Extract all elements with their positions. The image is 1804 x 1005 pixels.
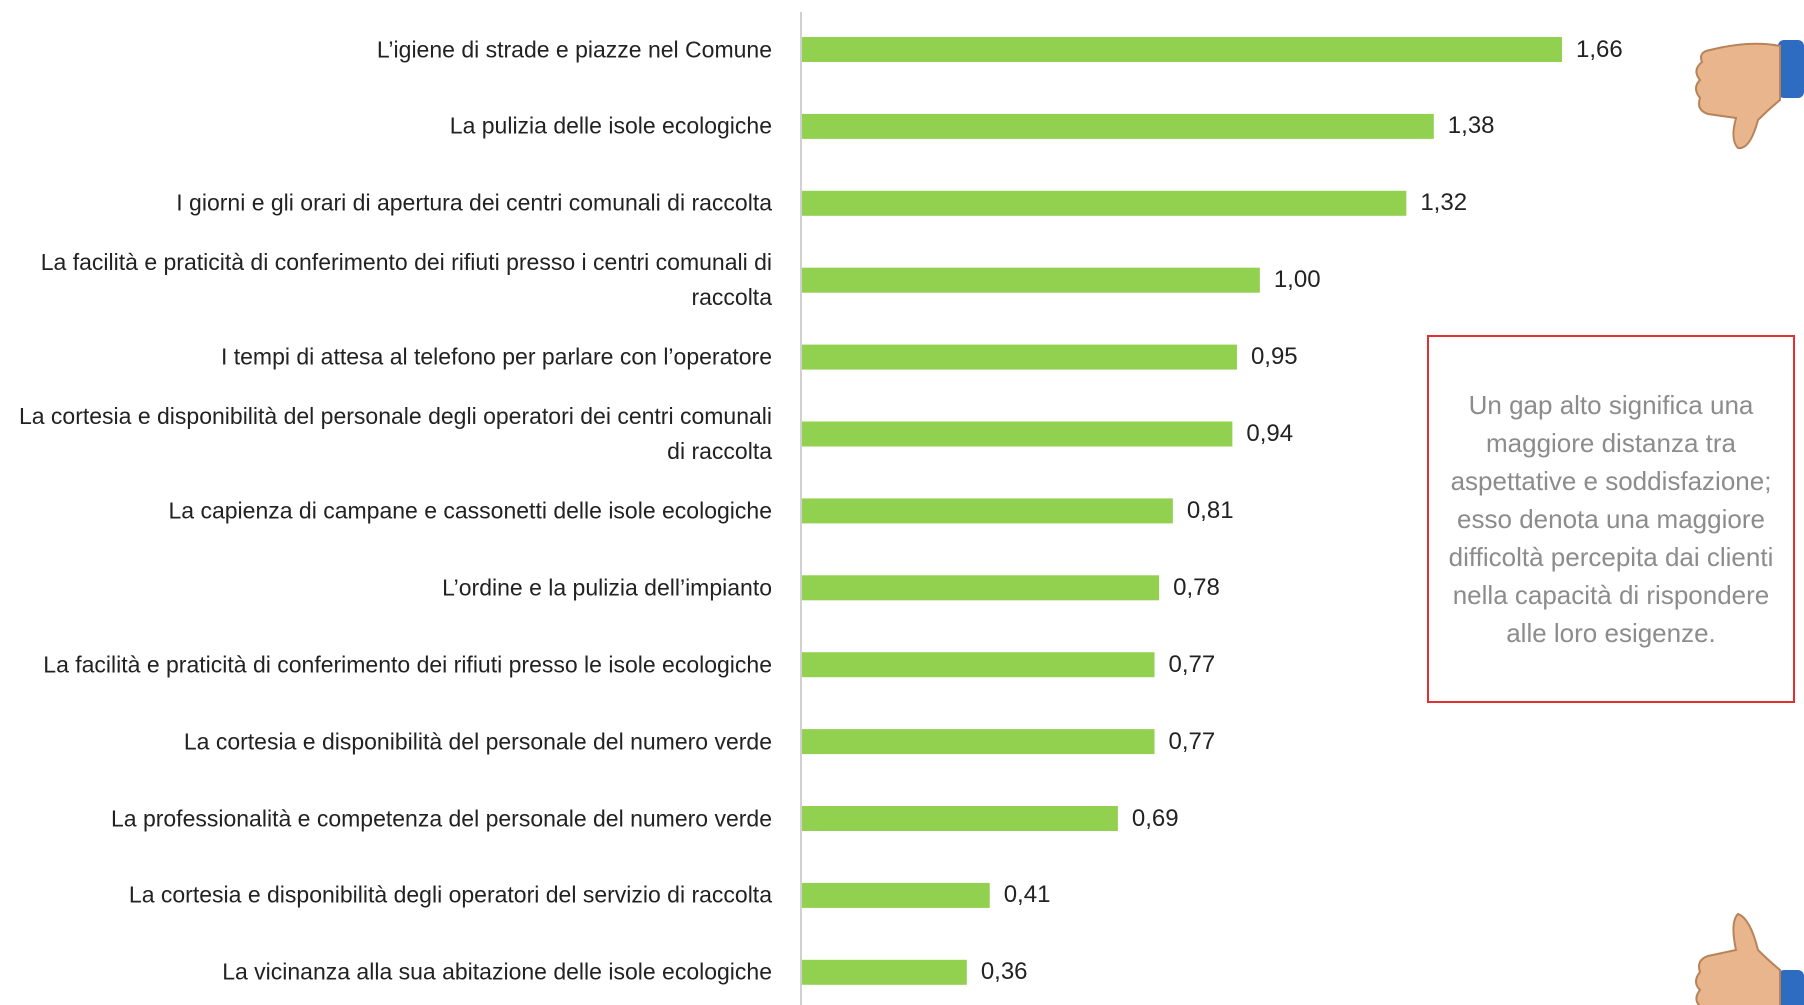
value-label: 0,77: [1169, 651, 1216, 679]
value-label: 0,78: [1173, 574, 1220, 602]
category-label: La professionalità e competenza del pers…: [0, 801, 772, 836]
bar: [802, 422, 1232, 447]
category-label: La cortesia e disponibilità degli operat…: [0, 878, 772, 913]
bar: [802, 345, 1237, 370]
category-label: La facilità e praticità di conferimento …: [0, 647, 772, 682]
category-label: L’igiene di strade e piazze nel Comune: [0, 32, 772, 67]
bar: [802, 37, 1562, 62]
value-label: 1,38: [1448, 112, 1495, 140]
category-label: La facilità e praticità di conferimento …: [0, 245, 772, 315]
category-label: La cortesia e disponibilità del personal…: [0, 724, 772, 759]
value-label: 0,81: [1187, 497, 1234, 525]
bar: [802, 960, 967, 985]
thumb-down-icon: [1696, 40, 1804, 148]
thumb-up-icon: [1696, 914, 1804, 1005]
value-label: 0,95: [1251, 343, 1298, 371]
category-label: L’ordine e la pulizia dell’impianto: [0, 570, 772, 605]
bar: [802, 498, 1173, 523]
category-label: La pulizia delle isole ecologiche: [0, 109, 772, 144]
value-label: 0,36: [981, 958, 1028, 986]
value-label: 1,32: [1420, 189, 1467, 217]
bar: [802, 652, 1155, 677]
value-label: 1,00: [1274, 266, 1321, 294]
page: Un gap alto significa una maggiore dista…: [0, 0, 1804, 1005]
bar: [802, 268, 1260, 293]
category-label: La capienza di campane e cassonetti dell…: [0, 493, 772, 528]
annotation: Un gap alto significa una maggiore dista…: [1443, 386, 1779, 652]
value-label: 0,77: [1169, 728, 1216, 756]
value-label: 0,69: [1132, 805, 1179, 833]
category-label: La cortesia e disponibilità del personal…: [0, 399, 772, 469]
bar: [802, 114, 1434, 139]
value-label: 0,41: [1004, 881, 1051, 909]
bar: [802, 806, 1118, 831]
bar: [802, 575, 1159, 600]
value-label: 0,94: [1246, 420, 1293, 448]
bar: [802, 191, 1406, 216]
annotation-box: Un gap alto significa una maggiore dista…: [1427, 335, 1795, 703]
category-label: I tempi di attesa al telefono per parlar…: [0, 340, 772, 375]
bar: [802, 729, 1155, 754]
value-label: 1,66: [1576, 36, 1623, 64]
bar: [802, 883, 990, 908]
category-label: La vicinanza alla sua abitazione delle i…: [0, 955, 772, 990]
category-label: I giorni e gli orari di apertura dei cen…: [0, 186, 772, 221]
